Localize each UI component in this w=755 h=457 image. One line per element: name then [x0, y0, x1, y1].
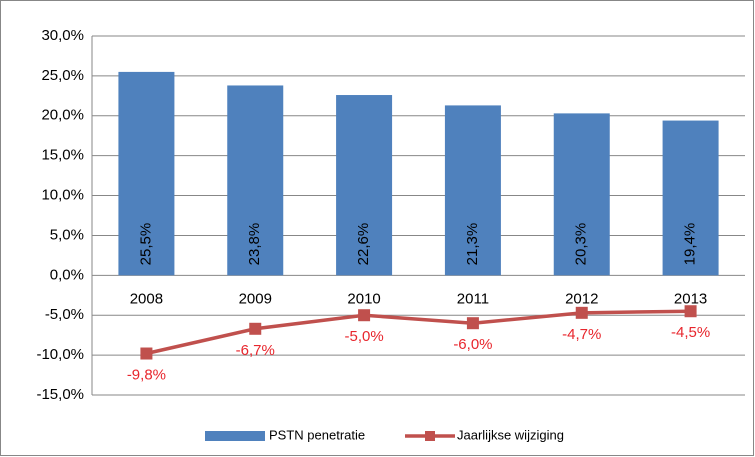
legend-swatch — [205, 431, 265, 441]
line-marker — [466, 317, 479, 330]
line-value-label: -6,0% — [453, 336, 492, 353]
x-tick-label: 2009 — [239, 290, 272, 307]
bar-value-label: 19,4% — [682, 223, 699, 266]
bar — [553, 113, 610, 276]
bar — [444, 105, 501, 276]
line — [146, 309, 691, 356]
line-value-label: -4,5% — [671, 324, 710, 341]
x-tick-label: 2010 — [347, 290, 380, 307]
y-tick-label: 5,0% — [50, 226, 84, 243]
bar-value-label: 25,5% — [137, 223, 154, 266]
bar-value-label: 20,3% — [573, 223, 590, 266]
y-tick-label: 10,0% — [41, 187, 84, 204]
x-tick-label: 2008 — [130, 290, 163, 307]
y-tick-label: 25,0% — [41, 67, 84, 84]
bar-value-label: 22,6% — [355, 223, 372, 266]
y-tick-label: 20,0% — [41, 107, 84, 124]
line-value-label: -4,7% — [562, 326, 601, 343]
bar-value-label: 23,8% — [246, 223, 263, 266]
x-tick-label: 2012 — [565, 290, 598, 307]
bar — [118, 71, 175, 276]
line-marker — [575, 306, 588, 319]
line-value-label: -9,8% — [127, 366, 166, 383]
legend-label: Jaarlijkse wijziging — [457, 427, 564, 442]
x-tick-label: 2013 — [674, 290, 707, 307]
line-marker — [140, 347, 153, 360]
line-marker — [684, 305, 697, 318]
line-value-label: -5,0% — [344, 328, 383, 345]
legend-label: PSTN penetratie — [269, 427, 365, 442]
bar — [336, 95, 393, 276]
bar — [662, 120, 719, 276]
y-tick-label: 0,0% — [50, 266, 84, 283]
line-value-label: -6,7% — [236, 342, 275, 359]
legend-swatch — [425, 431, 435, 441]
y-tick-label: -15,0% — [36, 386, 84, 403]
y-tick-label: 15,0% — [41, 147, 84, 164]
y-tick-label: -5,0% — [45, 306, 84, 323]
y-tick-label: -10,0% — [36, 346, 84, 363]
bar — [227, 85, 284, 276]
x-tick-label: 2011 — [457, 290, 489, 307]
line-marker — [358, 309, 371, 322]
y-tick-label: 30,0% — [41, 27, 84, 44]
bar-value-label: 21,3% — [464, 223, 481, 266]
line-marker — [249, 322, 262, 335]
